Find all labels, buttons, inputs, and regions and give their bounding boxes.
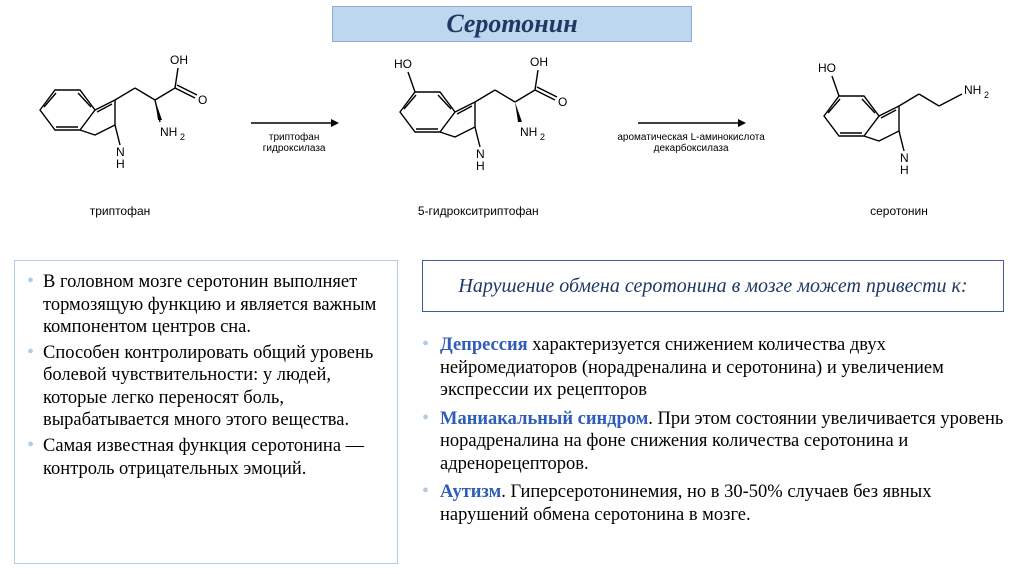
- svg-text:NH: NH: [964, 83, 981, 97]
- disorders-header: Нарушение обмена серотонина в мозге може…: [422, 260, 1004, 312]
- svg-text:HO: HO: [394, 57, 412, 71]
- svg-text:HO: HO: [818, 61, 836, 75]
- tryptophan-structure-icon: N H NH2 O OH: [20, 50, 220, 200]
- reaction-arrow-2: ароматическая L-аминокислота декарбоксил…: [617, 116, 764, 154]
- molecule-label: серотонин: [870, 204, 928, 218]
- enzyme-label: триптофан гидроксилаза: [263, 132, 326, 154]
- disorders-list-container: Депрессия характеризуется снижением коли…: [416, 334, 1014, 533]
- chemical-pathway: N H NH2 O OH триптофан триптофан гидрокс…: [20, 50, 1004, 250]
- enzyme-label: ароматическая L-аминокислота декарбоксил…: [617, 132, 764, 154]
- list-item: Способен контролировать общий уровень бо…: [21, 342, 389, 432]
- molecule-label: триптофан: [90, 204, 151, 218]
- svg-text:2: 2: [180, 132, 185, 142]
- functions-box: В головном мозге серотонин выполняет тор…: [14, 260, 398, 564]
- arrow-icon: [249, 116, 339, 130]
- molecule-label: 5-гидрокситриптофан: [418, 204, 539, 218]
- disorder-text: . Гиперсеротонинемия, но в 30-50% случае…: [440, 482, 931, 525]
- list-item: Маниакальный синдром. При этом состоянии…: [416, 408, 1014, 476]
- svg-text:O: O: [198, 93, 207, 107]
- functions-list: В головном мозге серотонин выполняет тор…: [21, 271, 389, 480]
- list-item: Самая известная функция серотонина — кон…: [21, 435, 389, 480]
- molecule-serotonin: HO N H NH2 серотонин: [794, 50, 1004, 218]
- reaction-arrow-1: триптофан гидроксилаза: [249, 116, 339, 154]
- svg-text:H: H: [900, 163, 909, 177]
- list-item: Аутизм. Гиперсеротонинемия, но в 30-50% …: [416, 481, 1014, 526]
- svg-text:2: 2: [540, 132, 545, 142]
- page-title: Серотонин: [332, 6, 692, 42]
- svg-text:H: H: [476, 159, 485, 173]
- svg-text:OH: OH: [530, 55, 548, 69]
- molecule-5htp: HO N H NH2 O OH 5-гидрокситриптофан: [368, 50, 588, 218]
- svg-text:NH: NH: [520, 125, 537, 139]
- list-item: Депрессия характеризуется снижением коли…: [416, 334, 1014, 402]
- svg-text:NH: NH: [160, 125, 177, 139]
- 5htp-structure-icon: HO N H NH2 O OH: [368, 50, 588, 200]
- svg-text:H: H: [116, 157, 125, 171]
- molecule-tryptophan: N H NH2 O OH триптофан: [20, 50, 220, 218]
- disorder-term: Аутизм: [440, 482, 501, 502]
- arrow-icon: [636, 116, 746, 130]
- disorders-list: Депрессия характеризуется снижением коли…: [416, 334, 1014, 527]
- disorder-term: Депрессия: [440, 335, 528, 355]
- list-item: В головном мозге серотонин выполняет тор…: [21, 271, 389, 339]
- svg-text:OH: OH: [170, 53, 188, 67]
- svg-text:O: O: [558, 95, 567, 109]
- serotonin-structure-icon: HO N H NH2: [794, 50, 1004, 200]
- svg-text:2: 2: [984, 90, 989, 100]
- disorder-term: Маниакальный синдром: [440, 409, 648, 429]
